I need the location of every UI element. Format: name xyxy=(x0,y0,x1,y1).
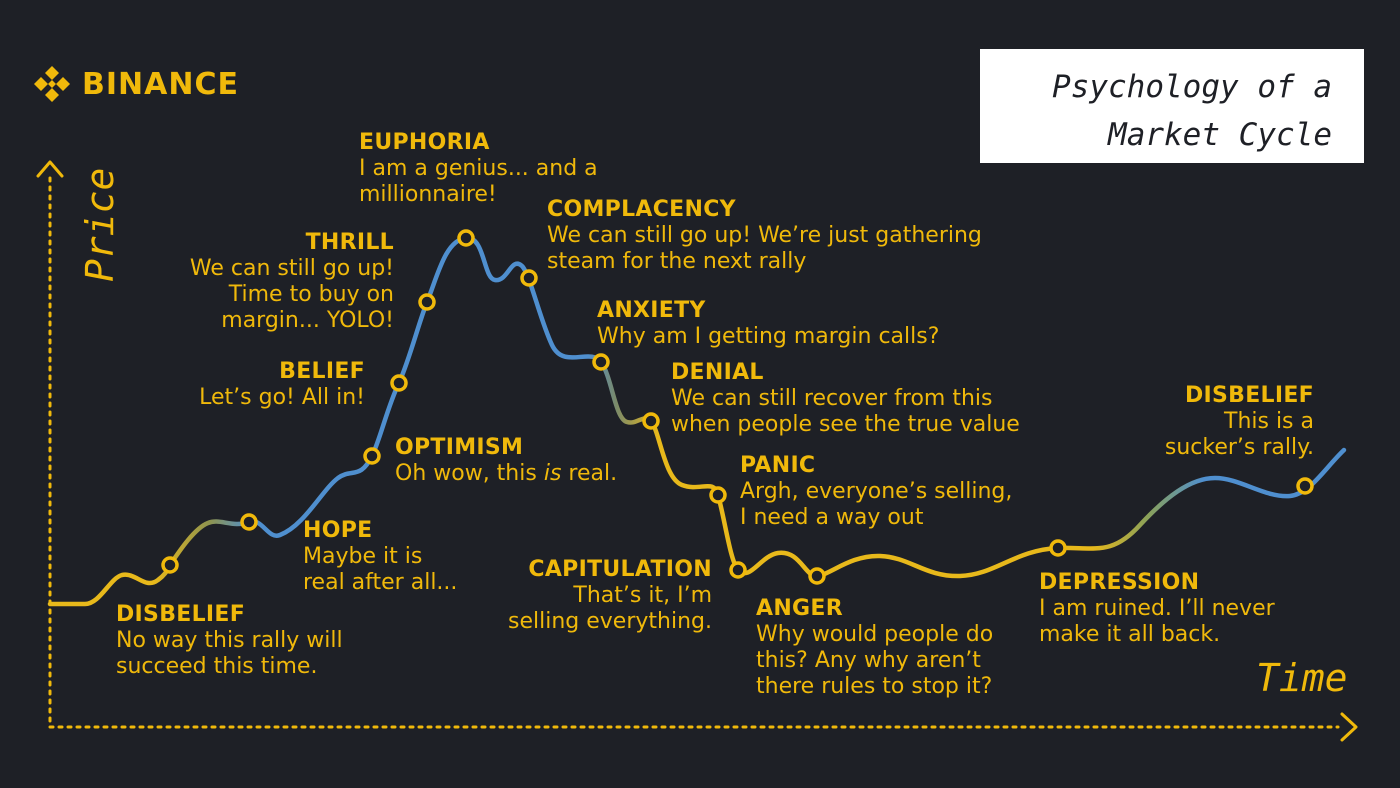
stage-desc: I am a genius... and a xyxy=(359,156,598,181)
chart-title: Psychology of a Market Cycle xyxy=(980,49,1364,163)
y-axis-label: Price xyxy=(78,167,122,282)
stage-desc: real after all... xyxy=(303,570,458,595)
stage-desc: there rules to stop it? xyxy=(756,674,993,699)
stage-desc: That’s it, I’m xyxy=(573,583,712,608)
stage-depression: DEPRESSION I am ruined. I’ll never make … xyxy=(1039,570,1275,648)
marker-denial xyxy=(642,412,660,430)
stage-name: DISBELIEF xyxy=(116,602,246,627)
binance-logo: BINANCE xyxy=(30,62,239,106)
stage-name: CAPITULATION xyxy=(528,557,712,582)
title-line-1: Psychology of a xyxy=(1052,69,1332,105)
brand-name: BINANCE xyxy=(82,66,239,102)
y-axis-arrow-icon xyxy=(36,160,64,178)
stage-desc: succeed this time. xyxy=(116,654,318,679)
stage-hope: HOPE Maybe it is real after all... xyxy=(303,518,457,596)
stage-name: HOPE xyxy=(303,518,373,543)
y-axis xyxy=(36,160,64,729)
stage-desc: make it all back. xyxy=(1039,622,1221,647)
stage-disbelief-2: DISBELIEF This is a sucker’s rally. xyxy=(1120,383,1314,461)
stage-desc: I need a way out xyxy=(740,505,924,530)
stage-name: DENIAL xyxy=(671,360,764,385)
stage-markers xyxy=(161,229,1314,585)
marker-depression xyxy=(1049,539,1067,557)
stage-desc: This is a xyxy=(1224,409,1314,434)
marker-panic xyxy=(709,486,727,504)
stage-desc: when people see the true value xyxy=(671,412,1020,437)
marker-disbelief-2 xyxy=(1296,477,1314,495)
marker-capitulation xyxy=(729,561,747,579)
stage-desc: sucker’s rally. xyxy=(1164,435,1314,460)
stage-anxiety: ANXIETY Why am I getting margin calls? xyxy=(597,298,939,350)
marker-anxiety xyxy=(592,353,610,371)
marker-belief xyxy=(390,374,408,392)
stage-complacency: COMPLACENCY We can still go up! We’re ju… xyxy=(547,197,982,275)
stage-desc: margin... YOLO! xyxy=(221,308,394,333)
marker-thrill xyxy=(418,293,436,311)
stage-name: ANGER xyxy=(756,596,843,621)
stage-desc: I am ruined. I’ll never xyxy=(1039,596,1275,621)
x-axis-label: Time xyxy=(1256,656,1348,700)
stage-desc: Why am I getting margin calls? xyxy=(597,324,940,349)
stage-desc: Argh, everyone’s selling, xyxy=(740,479,1013,504)
marker-euphoria xyxy=(457,229,475,247)
title-line-2: Market Cycle xyxy=(1108,117,1332,153)
stage-desc: We can still go up! We’re just gathering xyxy=(547,223,982,248)
stage-name: PANIC xyxy=(740,453,816,478)
binance-diamond-icon xyxy=(34,66,70,102)
stage-name: BELIEF xyxy=(279,359,365,384)
stage-name: DISBELIEF xyxy=(1184,383,1314,408)
marker-hope xyxy=(240,513,258,531)
stage-capitulation: CAPITULATION That’s it, I’m selling ever… xyxy=(490,557,712,635)
stage-desc: We can still recover from this xyxy=(671,386,993,411)
stage-panic: PANIC Argh, everyone’s selling, I need a… xyxy=(740,453,1012,531)
stage-name: DEPRESSION xyxy=(1039,570,1200,595)
stage-anger: ANGER Why would people do this? Any why … xyxy=(756,596,993,700)
stage-desc: selling everything. xyxy=(508,609,712,634)
stage-name: ANXIETY xyxy=(597,298,706,323)
stage-denial: DENIAL We can still recover from this wh… xyxy=(671,360,1020,438)
stage-desc: Why would people do xyxy=(756,622,994,647)
marker-complacency xyxy=(520,269,538,287)
stage-disbelief: DISBELIEF No way this rally will succeed… xyxy=(116,602,343,680)
stage-desc: Let’s go! All in! xyxy=(199,385,365,410)
stage-desc: No way this rally will xyxy=(116,628,343,653)
stage-desc: Oh wow, this is real. xyxy=(395,461,618,486)
marker-disbelief xyxy=(161,556,179,574)
marker-optimism xyxy=(363,447,381,465)
stage-optimism: OPTIMISM Oh wow, this is real. xyxy=(395,435,617,487)
stage-desc: millionnaire! xyxy=(359,182,497,207)
marker-anger xyxy=(808,567,826,585)
stage-name: THRILL xyxy=(305,230,394,255)
stage-euphoria: EUPHORIA I am a genius... and a millionn… xyxy=(359,130,598,208)
stage-belief: BELIEF Let’s go! All in! xyxy=(163,359,365,411)
stage-desc: steam for the next rally xyxy=(547,249,807,274)
x-axis xyxy=(48,712,1358,742)
stage-desc: Maybe it is xyxy=(303,544,423,569)
stage-name: COMPLACENCY xyxy=(547,197,736,222)
stage-desc: Time to buy on xyxy=(228,282,394,307)
stage-desc: this? Any why aren’t xyxy=(756,648,981,673)
stage-thrill: THRILL We can still go up! Time to buy o… xyxy=(160,230,394,334)
stage-name: OPTIMISM xyxy=(395,435,524,460)
stage-name: EUPHORIA xyxy=(359,130,490,155)
stage-desc: We can still go up! xyxy=(189,256,394,281)
x-axis-arrow-icon xyxy=(1340,712,1358,742)
